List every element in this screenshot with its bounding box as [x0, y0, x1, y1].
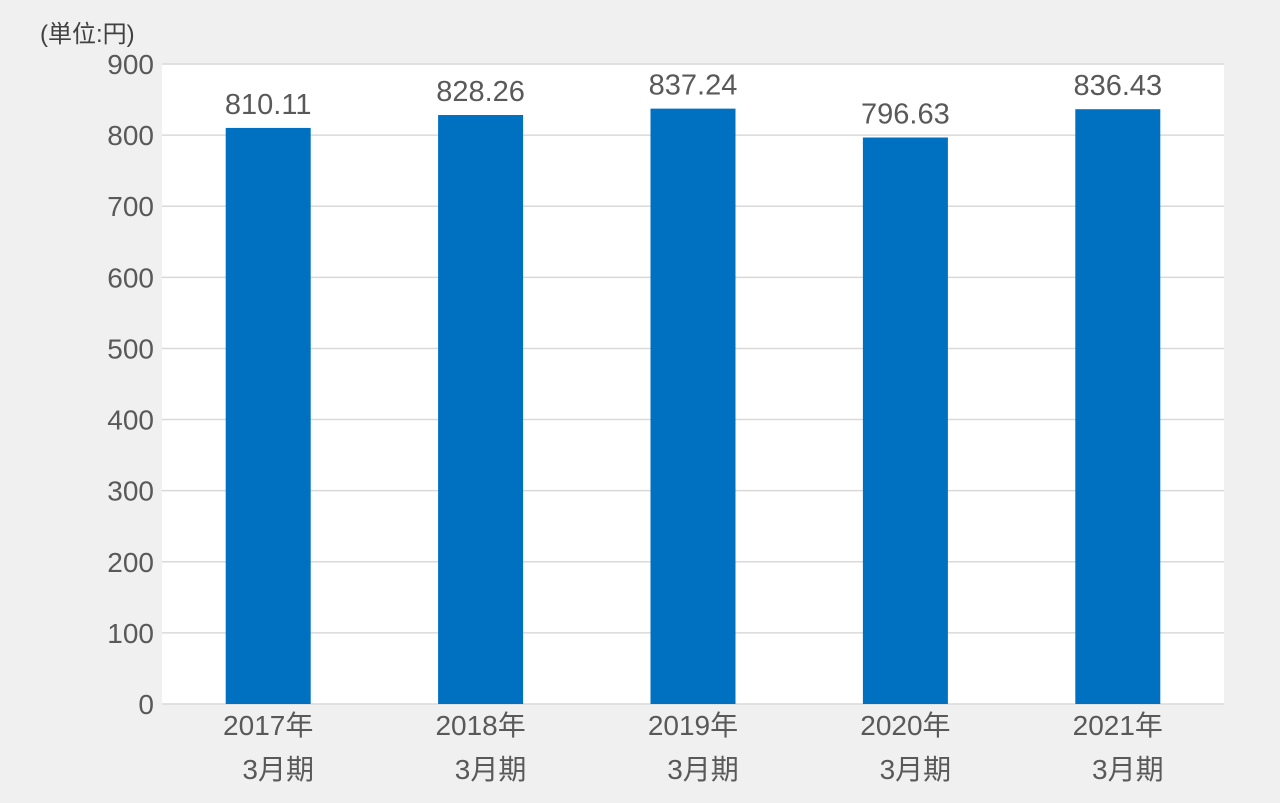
bar [438, 115, 524, 704]
y-tick-label: 600 [107, 262, 154, 293]
y-tick-label: 0 [138, 689, 154, 720]
x-category-label-period: 3月期 [667, 754, 739, 785]
x-category-label-period: 3月期 [1092, 754, 1164, 785]
data-labels: 810.11 828.26 837.24 796.63 836.43 [225, 70, 1162, 131]
y-tick-label: 700 [107, 191, 154, 222]
bar [650, 108, 736, 704]
y-tick-label: 100 [107, 618, 154, 649]
data-label: 837.24 [649, 70, 738, 102]
bar [1075, 109, 1161, 705]
data-label: 796.63 [861, 99, 950, 131]
unit-label: (単位:円) [40, 21, 135, 48]
x-category-label-year: 2021年 [1073, 710, 1163, 741]
bar [225, 127, 311, 705]
x-category-label-period: 3月期 [242, 754, 314, 785]
data-label: 810.11 [225, 89, 312, 121]
bar [862, 137, 948, 704]
x-category-label-period: 3月期 [455, 754, 527, 785]
y-axis-ticks: 0 100 200 300 400 500 600 700 800 900 [107, 49, 154, 720]
x-category-label-year: 2020年 [860, 710, 950, 741]
x-category-label-year: 2019年 [648, 710, 738, 741]
y-tick-label: 400 [107, 405, 154, 436]
y-tick-label: 200 [107, 547, 154, 578]
y-tick-label: 900 [107, 49, 154, 80]
x-category-label-year: 2018年 [435, 710, 525, 741]
bars [225, 108, 1161, 705]
y-tick-label: 300 [107, 476, 154, 507]
x-category-label-period: 3月期 [880, 754, 952, 785]
data-label: 836.43 [1073, 70, 1162, 102]
x-axis-categories: 2017年 3月期 2018年 3月期 2019年 3月期 2020年 3月期 2021年 3月期 [223, 710, 1164, 785]
y-tick-label: 800 [107, 120, 154, 151]
x-category-label-year: 2017年 [223, 710, 313, 741]
data-label: 828.26 [436, 76, 525, 108]
y-tick-label: 500 [107, 333, 154, 364]
